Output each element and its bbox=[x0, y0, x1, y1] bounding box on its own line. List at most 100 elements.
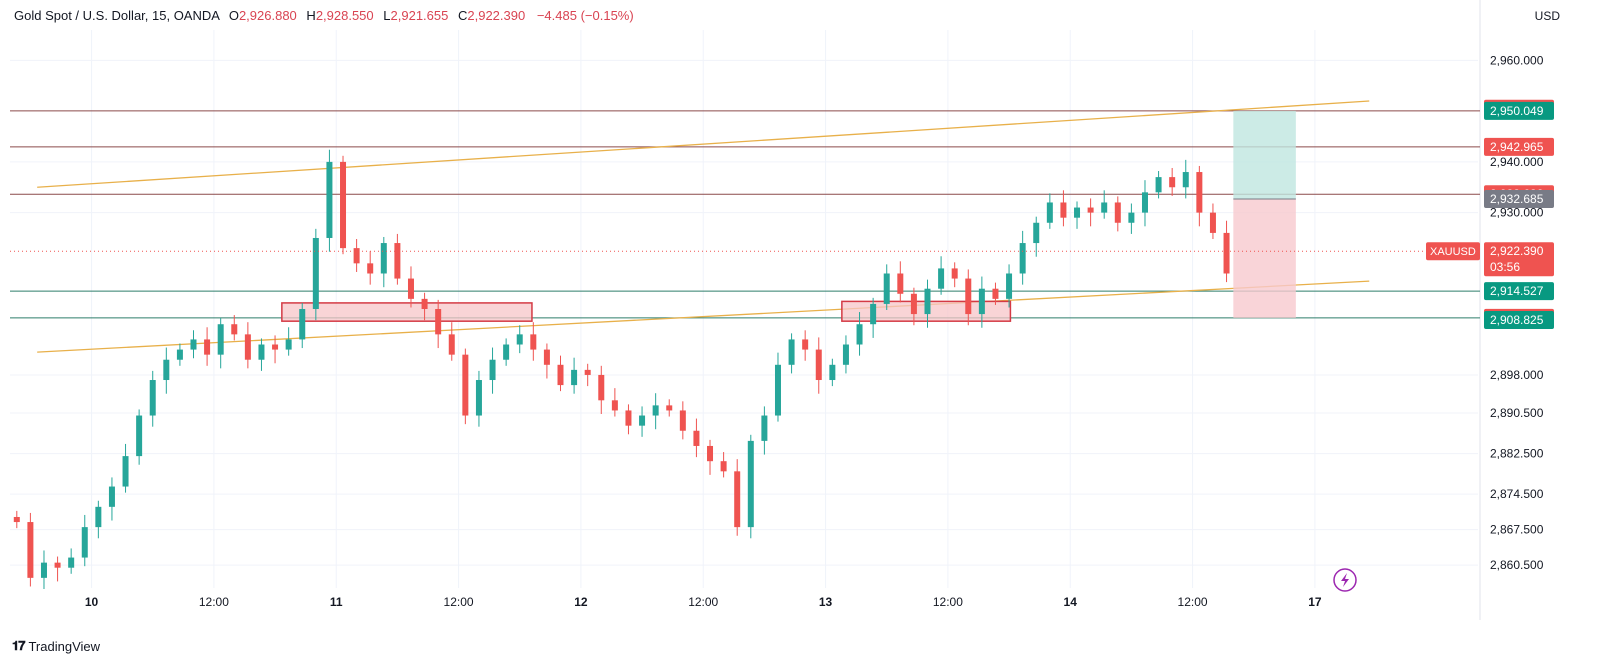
close-label: C bbox=[457, 8, 468, 23]
trendline bbox=[37, 100, 1370, 188]
chart-extras[interactable] bbox=[1333, 568, 1357, 592]
long-position-tool[interactable] bbox=[1233, 110, 1296, 318]
trendlines[interactable] bbox=[37, 100, 1370, 353]
low-value: 2,921.655 bbox=[390, 8, 449, 23]
price-tag-bg bbox=[1484, 189, 1554, 208]
candle-body bbox=[190, 339, 197, 350]
candle-body bbox=[1060, 202, 1067, 218]
y-tick-label: 2,960.000 bbox=[1490, 53, 1544, 67]
candle-body bbox=[407, 278, 414, 299]
candle-body bbox=[244, 334, 251, 360]
brand-label: TradingView bbox=[28, 638, 101, 654]
candle-body bbox=[1182, 172, 1189, 188]
candle-body bbox=[802, 339, 809, 350]
candle-body bbox=[611, 400, 618, 411]
change-value: −4.485 (−0.15%) bbox=[536, 8, 634, 23]
x-tick-label: 12:00 bbox=[1178, 595, 1208, 609]
candle-body bbox=[856, 324, 863, 345]
candle-body bbox=[149, 380, 156, 416]
candle-body bbox=[666, 405, 673, 411]
candle-body bbox=[326, 161, 333, 238]
y-tick-label: 2,890.500 bbox=[1490, 406, 1544, 420]
candle-body bbox=[910, 293, 917, 315]
candle-body bbox=[747, 440, 754, 528]
candle-body bbox=[285, 339, 292, 350]
x-tick-label: 12:00 bbox=[444, 595, 474, 609]
y-tick-label: 2,874.500 bbox=[1490, 487, 1544, 501]
candle-body bbox=[163, 359, 170, 381]
candle-body bbox=[231, 324, 238, 335]
candle-body bbox=[1101, 202, 1108, 213]
price-tag-label: 2,942.965 bbox=[1490, 140, 1544, 154]
candle-body bbox=[1033, 222, 1040, 244]
candle-body bbox=[54, 562, 61, 568]
currency-label[interactable]: USD bbox=[1534, 9, 1560, 23]
candle-body bbox=[1155, 177, 1162, 193]
candle-body bbox=[27, 522, 34, 578]
candle-body bbox=[1196, 172, 1203, 213]
candle-body bbox=[734, 471, 741, 528]
candle-body bbox=[1006, 273, 1013, 299]
candle-body bbox=[543, 349, 550, 365]
candle-body bbox=[815, 349, 822, 381]
open-label: O bbox=[228, 8, 239, 23]
y-tick-label: 2,867.500 bbox=[1490, 523, 1544, 537]
price-tags: 2,950.4772,950.0492,942.9652,933.6322,93… bbox=[1426, 99, 1554, 330]
x-tick-label: 12 bbox=[574, 595, 588, 609]
candle-body bbox=[761, 415, 768, 441]
candle-body bbox=[707, 445, 714, 462]
candle-body bbox=[13, 516, 20, 523]
candle-body bbox=[503, 344, 510, 360]
candle-body bbox=[1074, 207, 1081, 218]
candle-body bbox=[108, 486, 115, 507]
symbol-title: Gold Spot / U.S. Dollar, 15, OANDA bbox=[14, 8, 220, 23]
y-tick-label: 2,860.500 bbox=[1490, 558, 1544, 572]
candle-body bbox=[1169, 177, 1176, 188]
candle-body bbox=[639, 415, 646, 426]
price-tag-bg bbox=[1484, 311, 1554, 330]
target-area bbox=[1233, 110, 1296, 199]
candle-body bbox=[394, 243, 401, 279]
price-tag-bg bbox=[1484, 282, 1554, 301]
candle-body bbox=[883, 273, 890, 304]
candle-body bbox=[176, 349, 183, 360]
candle-body bbox=[625, 410, 632, 426]
candle-body bbox=[516, 334, 523, 345]
stop-area bbox=[1233, 198, 1296, 318]
x-axis-labels: 10 12:00 11 12:00 12 12:00 13 12:00 14 12:00 17 bbox=[85, 595, 1322, 609]
candle-body bbox=[679, 410, 686, 431]
candle-body bbox=[312, 237, 319, 309]
candle-body bbox=[693, 430, 700, 446]
candle-body bbox=[1087, 207, 1094, 213]
y-tick-label: 2,882.500 bbox=[1490, 447, 1544, 461]
price-tag-bg bbox=[1484, 101, 1554, 120]
candle-body bbox=[897, 273, 904, 294]
candle-body bbox=[462, 354, 469, 416]
open-value: 2,926.880 bbox=[238, 8, 297, 23]
chart-header: Gold Spot / U.S. Dollar, 15, OANDA O2,92… bbox=[14, 8, 634, 23]
low-label: L bbox=[383, 8, 391, 23]
candle-body bbox=[367, 263, 374, 274]
candle-body bbox=[299, 309, 306, 340]
candles bbox=[13, 149, 1230, 590]
lightning-glyph bbox=[1341, 573, 1349, 587]
x-tick-label: 11 bbox=[330, 595, 343, 609]
supply-demand-zone bbox=[281, 302, 533, 322]
price-tag-bg bbox=[1484, 137, 1554, 156]
price-tag-label: 2,922.390 bbox=[1490, 244, 1544, 258]
candle-body bbox=[421, 298, 428, 309]
candle-body bbox=[272, 344, 279, 350]
close-value: 2,922.390 bbox=[467, 8, 526, 23]
y-tick-label: 2,930.000 bbox=[1490, 206, 1544, 220]
tradingview-brand[interactable]: 𝟏𝟕 TradingView bbox=[12, 638, 100, 654]
candle-body bbox=[435, 309, 442, 335]
candle-body bbox=[136, 415, 143, 457]
price-tag-label: 2,908.825 bbox=[1490, 313, 1544, 327]
candle-body bbox=[1114, 202, 1121, 223]
candle-body bbox=[68, 557, 75, 568]
candle-body bbox=[938, 268, 945, 289]
candle-body bbox=[557, 364, 564, 386]
candle-body bbox=[217, 324, 224, 355]
